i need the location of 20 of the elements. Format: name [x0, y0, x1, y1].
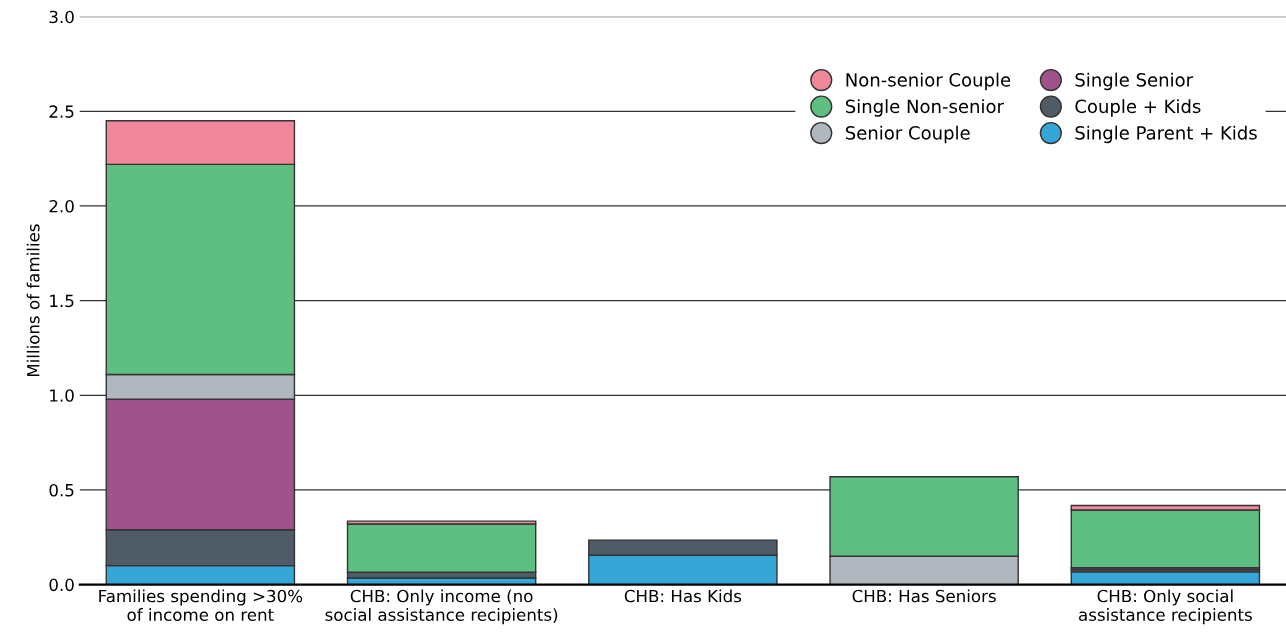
bar — [1070, 509, 1261, 569]
y-tick-label: 3.0 — [49, 10, 74, 24]
x-tick-label: Families spending >30% of income on rent — [99, 589, 303, 622]
x-tick-label: CHB: Has Seniors — [852, 589, 996, 603]
y-tick-label: 1.0 — [50, 389, 74, 402]
legend-label: Single Senior — [1075, 72, 1194, 91]
legend-label: Non-senior Couple — [846, 72, 1011, 91]
x-tick-label: CHB: Has Kids — [624, 589, 742, 603]
legend-label: Single Parent + Kids — [1075, 125, 1257, 144]
y-tick-label: 0.5 — [49, 483, 74, 497]
legend-label: Single Non-senior — [845, 99, 1004, 117]
x-tick-label: CHB: Only income (no social assistance recipients) — [325, 589, 558, 625]
y-tick-label: 2.5 — [49, 105, 74, 118]
legend-label: Senior Couple — [845, 125, 970, 144]
x-tick-label: CHB: Only social assistance recipients — [1079, 589, 1252, 625]
y-tick-label: 0.0 — [49, 578, 74, 592]
y-axis-title: Millions of families — [26, 224, 40, 377]
y-tick-label: 2.0 — [49, 199, 74, 213]
legend-label: Couple + Kids — [1075, 99, 1201, 117]
y-tick-label: 1.5 — [50, 294, 74, 308]
